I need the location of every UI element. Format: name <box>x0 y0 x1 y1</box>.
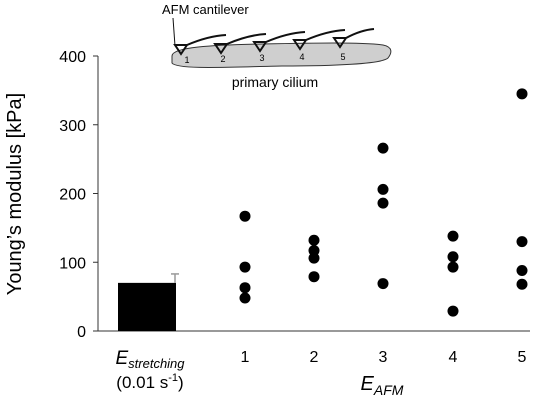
x-category-label: 3 <box>379 349 388 366</box>
x-axis-title: EAFM <box>361 373 404 398</box>
data-point <box>447 251 459 263</box>
data-point <box>516 88 528 100</box>
inset-pos-4: 4 <box>299 52 304 62</box>
cantilever-2 <box>213 33 267 55</box>
data-point <box>377 278 389 290</box>
data-point <box>239 282 251 294</box>
inset-caption: primary cilium <box>232 74 318 90</box>
data-point <box>239 261 251 273</box>
data-point <box>308 234 320 246</box>
y-ticks: 0 100 200 300 400 <box>59 49 98 341</box>
data-point <box>308 271 320 283</box>
data-point <box>447 230 459 242</box>
bar-rate-label: (0.01 s-1) <box>116 372 183 392</box>
cantilever-1 <box>173 34 227 56</box>
y-tick-label: 100 <box>59 255 86 272</box>
data-point <box>239 292 251 304</box>
data-point <box>377 183 389 195</box>
bar-stretching <box>118 282 176 331</box>
x-category-labels: 1 2 3 4 5 <box>241 349 527 366</box>
data-point <box>516 278 528 290</box>
inset-pos-1: 1 <box>184 55 189 65</box>
bar-label: Estretching <box>115 348 185 371</box>
data-point <box>447 305 459 317</box>
cantilever-3 <box>252 31 306 53</box>
y-tick-label: 300 <box>59 118 86 135</box>
data-point <box>516 265 528 276</box>
y-tick-label: 200 <box>59 187 86 204</box>
data-point <box>516 236 528 248</box>
cilium-shape <box>171 42 392 68</box>
data-point <box>377 197 389 209</box>
inset-title: AFM cantilever <box>162 2 249 17</box>
cantilever-4 <box>292 29 346 51</box>
data-point <box>239 210 251 222</box>
x-category-label: 1 <box>241 349 250 366</box>
inset-diagram: AFM cantilever 1 2 3 4 5 primary cilium <box>162 2 392 90</box>
points-layer <box>239 88 528 317</box>
x-category-label: 4 <box>449 349 458 366</box>
inset-pos-2: 2 <box>220 54 225 64</box>
x-category-label: 5 <box>518 349 527 366</box>
data-point <box>377 142 389 154</box>
cantilever-5 <box>332 28 375 49</box>
data-point <box>447 261 459 273</box>
y-tick-label: 0 <box>77 324 86 341</box>
cantilever-pointer-line <box>172 17 176 47</box>
inset-pos-5: 5 <box>340 52 345 62</box>
y-tick-label: 400 <box>59 49 86 66</box>
data-point <box>308 245 320 257</box>
y-axis-title: Young’s modulus [kPa] <box>4 93 26 295</box>
inset-pos-3: 3 <box>259 53 264 63</box>
bar-layer <box>118 273 179 331</box>
data-point <box>308 252 320 264</box>
x-category-label: 2 <box>310 349 319 366</box>
